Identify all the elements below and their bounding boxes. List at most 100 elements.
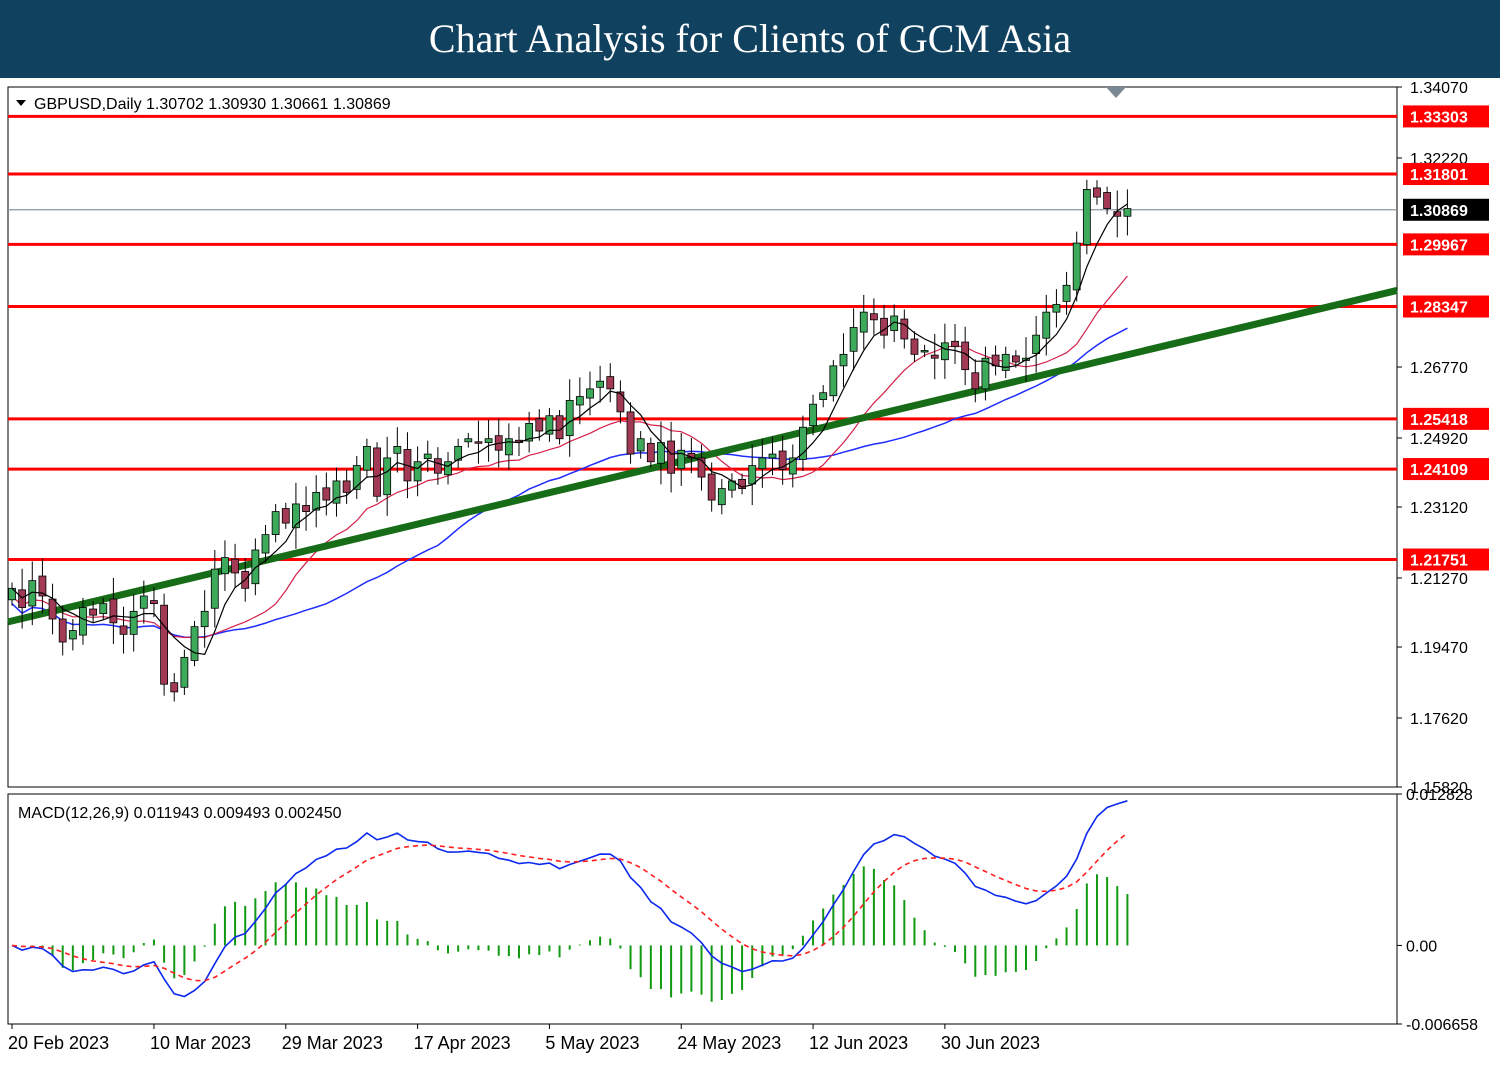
candle-body <box>748 465 757 485</box>
candle <box>677 432 686 486</box>
candle-body <box>170 682 179 693</box>
candle <box>271 503 280 543</box>
header-bar: Chart Analysis for Clients of GCM Asia <box>0 0 1500 78</box>
trend-line <box>7 287 1398 626</box>
candle <box>626 402 635 464</box>
candle-body <box>271 511 280 536</box>
candle-body <box>717 488 726 506</box>
candle <box>210 549 219 628</box>
candle <box>170 673 179 702</box>
candle <box>870 298 878 336</box>
candle <box>1082 179 1091 255</box>
candle <box>1042 294 1051 356</box>
candle <box>910 331 919 363</box>
candle-body <box>504 438 513 456</box>
candle <box>58 605 67 656</box>
candle-body <box>707 473 716 501</box>
macd-pane <box>11 800 1129 1002</box>
candle <box>281 502 290 529</box>
candle <box>444 452 452 485</box>
candle-body <box>58 618 67 643</box>
macd-pane-frame <box>7 793 1398 1025</box>
candle-body <box>535 418 544 432</box>
candle <box>748 444 757 506</box>
candle-body <box>616 391 625 413</box>
candle <box>596 365 605 403</box>
candle-body <box>1062 284 1071 302</box>
candle <box>738 473 746 495</box>
candle-body <box>788 457 797 475</box>
candle-body <box>646 442 655 463</box>
candle <box>809 394 817 436</box>
candle-body <box>373 447 381 497</box>
candle-body <box>48 598 57 620</box>
macd-axis-label: 0.012828 <box>1406 787 1473 804</box>
level-label: 1.31801 <box>1410 167 1468 184</box>
candle-body <box>190 626 199 661</box>
candle-body <box>68 630 77 640</box>
candle <box>373 442 381 503</box>
candle <box>930 334 939 380</box>
macd-title: MACD(12,26,9) 0.011943 0.009493 0.002450 <box>18 805 342 822</box>
candle-body <box>1042 311 1051 339</box>
candle <box>484 419 493 462</box>
candle <box>758 438 767 488</box>
candle-body <box>423 453 432 460</box>
candle <box>504 423 513 471</box>
time-axis-label: 30 Jun 2023 <box>941 1033 1040 1053</box>
candle-body <box>920 350 929 353</box>
candle-body <box>636 438 645 452</box>
candle-body <box>292 503 300 529</box>
candle <box>454 438 463 468</box>
candle-body <box>819 392 828 401</box>
candle-body <box>231 558 239 574</box>
candle-body <box>1001 353 1010 371</box>
chart-shift-icon[interactable] <box>1106 87 1126 98</box>
candle-body <box>454 445 463 461</box>
level-tag <box>1403 295 1489 318</box>
candle-body <box>1011 355 1020 363</box>
candle-body <box>778 450 787 470</box>
candle <box>393 427 402 473</box>
current-price-tag <box>1403 198 1489 221</box>
candle-body <box>809 403 817 427</box>
candle-body <box>758 457 767 470</box>
candle-body <box>606 376 615 390</box>
candle-body <box>1032 334 1041 354</box>
candle <box>109 577 118 644</box>
candle-body <box>870 313 878 321</box>
price-axis-label: 1.34070 <box>1410 80 1468 97</box>
price-axis-label: 1.15820 <box>1410 780 1468 797</box>
candle-body <box>1093 187 1101 198</box>
candle <box>302 486 310 531</box>
time-axis-label: 20 Feb 2023 <box>8 1033 109 1053</box>
candle-body <box>210 568 219 609</box>
candle-body <box>79 607 87 636</box>
ma-fast-line <box>11 203 1128 655</box>
candle <box>1103 186 1112 215</box>
candle-body <box>839 353 848 367</box>
candle <box>606 363 615 403</box>
candle-body <box>697 457 706 478</box>
candle <box>1062 271 1071 315</box>
price-axis-label: 1.23120 <box>1410 500 1468 517</box>
axes: 1.340701.322201.267701.249201.231201.212… <box>8 80 1489 1053</box>
candle-body <box>667 440 675 474</box>
candle <box>829 360 838 402</box>
candle-body <box>545 415 554 435</box>
time-axis-label: 12 Jun 2023 <box>809 1033 908 1053</box>
time-axis-label: 10 Mar 2023 <box>150 1033 251 1053</box>
symbol-dropdown-icon[interactable] <box>16 100 26 106</box>
candle-body <box>1103 192 1112 209</box>
candle <box>951 324 959 364</box>
candle-body <box>859 311 868 333</box>
price-pane[interactable] <box>7 114 1398 702</box>
candle <box>79 597 87 645</box>
candle <box>636 431 645 459</box>
candle <box>322 472 331 516</box>
candle-body <box>738 478 746 489</box>
price-axis-label: 1.21270 <box>1410 571 1468 588</box>
candle <box>545 408 554 442</box>
candle-body <box>251 549 260 585</box>
candle-body <box>281 508 290 524</box>
